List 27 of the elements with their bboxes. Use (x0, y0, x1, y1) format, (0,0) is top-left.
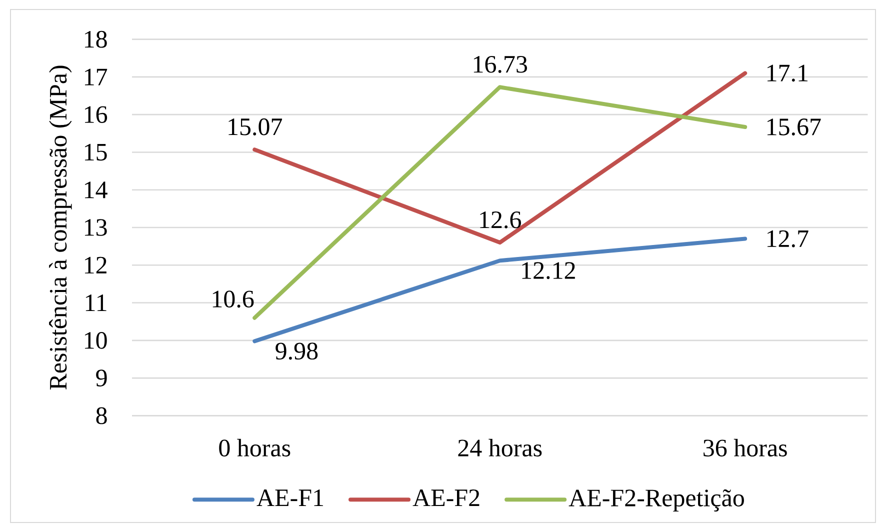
data-label: 12.6 (480, 211, 521, 228)
y-tick-label: 15 (84, 144, 107, 161)
data-label: 10.6 (212, 290, 254, 308)
y-tick-label: 12 (84, 256, 106, 274)
y-tick-label: 13 (84, 219, 107, 236)
x-tick-label: 24 horas (458, 438, 542, 456)
y-tick-label: 9 (96, 370, 107, 386)
y-tick-label: 17 (84, 68, 108, 86)
data-label: 15.67 (767, 118, 821, 136)
y-tick-label: 18 (84, 30, 107, 48)
data-label: 12.12 (522, 262, 575, 280)
y-tick-label: 8 (96, 407, 107, 424)
y-tick-label: 10 (84, 332, 107, 349)
legend-label: AE-F1 (256, 490, 324, 506)
y-tick-label: 16 (84, 106, 108, 123)
data-label: 17.1 (767, 64, 808, 82)
legend-label: AE-F2 (412, 489, 480, 506)
y-tick-label: 11 (86, 294, 106, 312)
x-tick-label: 36 horas (704, 438, 787, 456)
data-label: 16.73 (474, 56, 528, 73)
data-label: 15.07 (228, 118, 282, 136)
data-label: 9.98 (276, 342, 318, 360)
y-tick-label: 14 (84, 182, 108, 198)
data-label: 12.7 (767, 230, 808, 248)
x-tick-label: 0 horas (219, 438, 290, 456)
y-axis-title: Resistência à compressão (MPa) (49, 66, 72, 390)
legend-label: AE-F2-Repetição (568, 489, 744, 512)
